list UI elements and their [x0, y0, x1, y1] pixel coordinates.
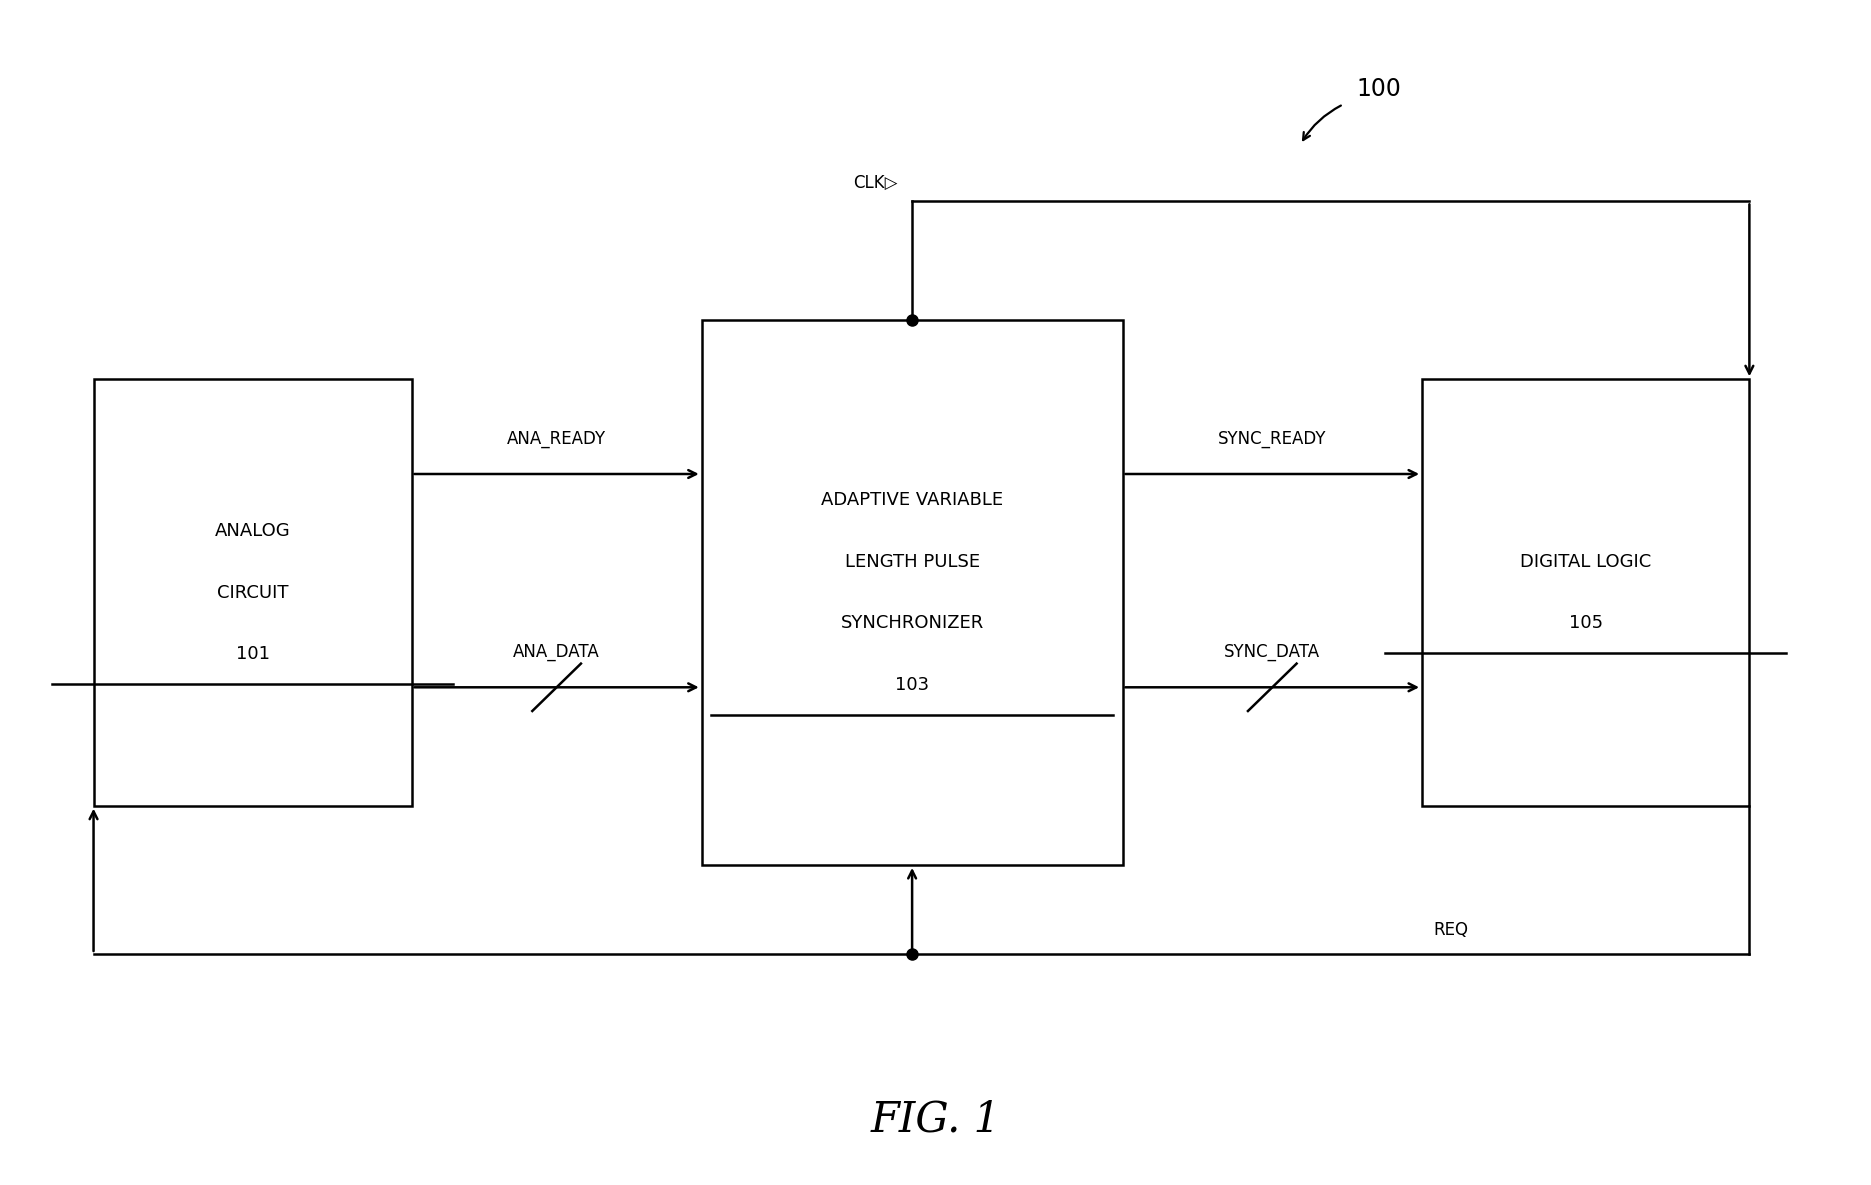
Text: 103: 103 [894, 675, 930, 694]
Text: ANALOG: ANALOG [215, 521, 290, 540]
Text: CIRCUIT: CIRCUIT [217, 583, 288, 602]
Text: 101: 101 [236, 645, 269, 664]
Text: CLK▷: CLK▷ [853, 174, 898, 192]
Text: SYNC_READY: SYNC_READY [1218, 430, 1327, 448]
Text: 105: 105 [1568, 614, 1603, 633]
Text: ADAPTIVE VARIABLE: ADAPTIVE VARIABLE [821, 491, 1003, 510]
Text: ANA_READY: ANA_READY [507, 430, 606, 448]
Text: FIG. 1: FIG. 1 [870, 1098, 1001, 1141]
Text: SYNCHRONIZER: SYNCHRONIZER [840, 614, 984, 633]
Text: 100: 100 [1356, 77, 1401, 101]
Text: REQ: REQ [1433, 921, 1469, 939]
Bar [1422, 379, 1749, 806]
Bar [702, 320, 1123, 865]
Text: LENGTH PULSE: LENGTH PULSE [844, 552, 980, 571]
Bar [94, 379, 412, 806]
Text: SYNC_DATA: SYNC_DATA [1224, 643, 1321, 661]
Text: ANA_DATA: ANA_DATA [513, 643, 601, 661]
Text: DIGITAL LOGIC: DIGITAL LOGIC [1519, 552, 1652, 571]
